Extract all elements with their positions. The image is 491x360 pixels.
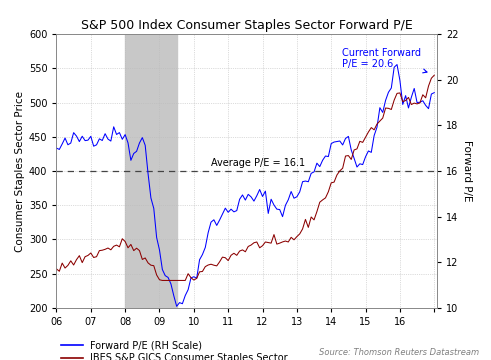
Bar xyxy=(125,34,177,308)
Text: Source: Thomson Reuters Datastream: Source: Thomson Reuters Datastream xyxy=(319,348,479,357)
Text: Current Forward
P/E = 20.6: Current Forward P/E = 20.6 xyxy=(342,48,427,73)
Legend: Forward P/E (RH Scale), IBES S&P GICS Consumer Staples Sector: Forward P/E (RH Scale), IBES S&P GICS Co… xyxy=(61,340,288,360)
Title: S&P 500 Index Consumer Staples Sector Forward P/E: S&P 500 Index Consumer Staples Sector Fo… xyxy=(81,19,412,32)
Y-axis label: Forward P/E: Forward P/E xyxy=(463,140,472,202)
Y-axis label: Consumer Staples Sector Price: Consumer Staples Sector Price xyxy=(15,90,25,252)
Text: Average P/E = 16.1: Average P/E = 16.1 xyxy=(211,158,305,167)
